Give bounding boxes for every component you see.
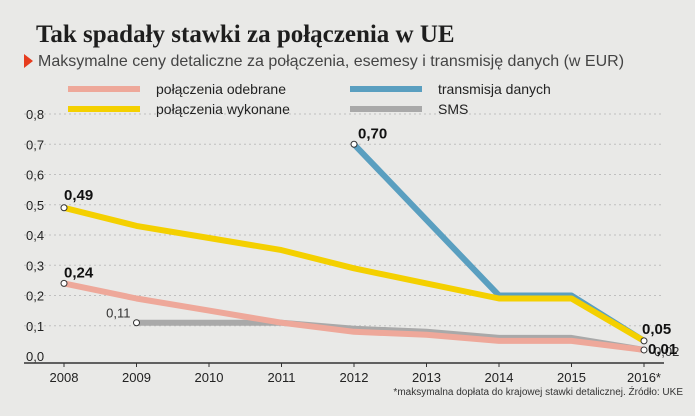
x-tick-label: 2011: [268, 370, 296, 385]
x-tick-label: 2010: [195, 370, 224, 385]
x-tick-label: 2013: [412, 370, 441, 385]
y-tick-label: 0,0: [26, 349, 44, 364]
chart-subtitle: Maksymalne ceny detaliczne za połączenia…: [38, 53, 624, 70]
series-line-połączenia-odebrane: [63, 280, 645, 353]
data-point-marker: [133, 319, 140, 327]
x-tick-label: 2008: [50, 370, 79, 385]
x-tick-label: 2014: [485, 370, 514, 385]
series-line-połączenia-wykonane: [63, 204, 646, 344]
marker-layer: [60, 140, 648, 354]
data-label: 0,70: [358, 125, 387, 142]
y-tick-label: 0,3: [26, 258, 44, 273]
legend-label: połączenia wykonane: [156, 101, 290, 117]
legend-label: SMS: [438, 101, 468, 117]
y-tick-label: 0,7: [26, 137, 44, 152]
x-tick-label: 2016*: [627, 370, 661, 385]
axis-layer: 0,0 0,1 0,2 0,3 0,4 0,5 0,6 0,7 0,8 2008 2009 2010 2…: [24, 107, 664, 385]
data-label: 0,49: [64, 187, 93, 204]
y-tick-label: 0,8: [26, 107, 44, 122]
legend: połączenia odebrane połączenia wykonane tr…: [68, 81, 551, 117]
data-label-layer: 0,49 0,24 0,70 0,11 0,05 0,020,01: [64, 125, 679, 359]
data-point-marker: [60, 279, 68, 287]
legend-label: połączenia odebrane: [156, 81, 286, 97]
y-tick-label: 0,2: [26, 289, 44, 304]
data-label: 0,02: [654, 344, 679, 359]
y-tick-label: 0,6: [26, 168, 44, 183]
footnote: *maksymalna dopłata do krajowej stawki d…: [393, 385, 683, 398]
x-tick-label: 2009: [122, 370, 151, 385]
data-point-marker: [350, 140, 358, 148]
data-label: 0,01: [648, 341, 677, 358]
y-tick-label: 0,1: [26, 319, 44, 334]
subtitle-triangle-icon: [24, 54, 33, 68]
data-point-marker: [60, 204, 68, 212]
y-tick-label: 0,5: [26, 198, 44, 213]
series-line-transmisja-danych: [351, 142, 646, 344]
data-point-marker: [640, 346, 648, 354]
x-tick-label: 2015: [557, 370, 586, 385]
x-tick-label: 2012: [340, 370, 369, 385]
data-label: 0,24: [64, 264, 94, 281]
legend-label: transmisja danych: [438, 81, 551, 97]
data-label: 0,11: [106, 306, 130, 321]
data-label: 0,05: [642, 321, 671, 338]
chart-title: Tak spadały stawki za połączenia w UE: [36, 21, 455, 48]
series-layer: [63, 142, 646, 353]
y-tick-label: 0,4: [26, 228, 44, 243]
data-point-marker: [640, 337, 648, 345]
